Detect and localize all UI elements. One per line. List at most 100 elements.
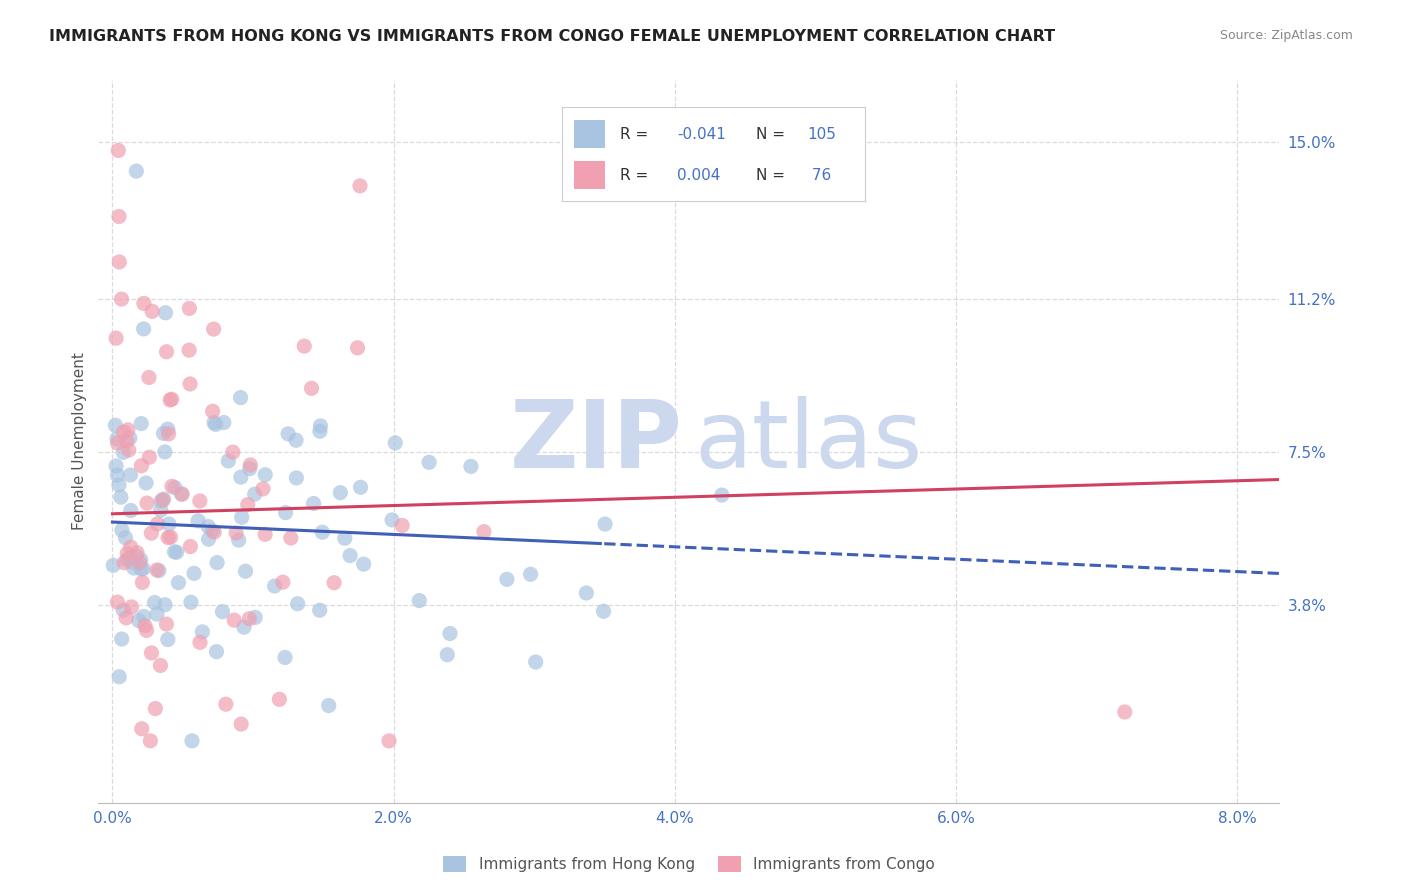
- Point: [205, 645, 228, 659]
- Point: [117, 423, 139, 437]
- Point: [159, 530, 181, 544]
- Point: [238, 612, 260, 626]
- Point: [167, 575, 190, 590]
- Point: [318, 698, 340, 713]
- Point: [105, 468, 128, 483]
- Point: [112, 556, 135, 570]
- Point: [274, 650, 297, 665]
- Point: [349, 480, 371, 494]
- Point: [187, 514, 209, 528]
- Point: [593, 517, 616, 532]
- Point: [308, 603, 330, 617]
- Point: [143, 596, 166, 610]
- Point: [179, 540, 201, 554]
- Point: [155, 306, 177, 320]
- Point: [460, 459, 482, 474]
- Point: [229, 391, 252, 405]
- Point: [139, 734, 162, 748]
- Point: [141, 526, 163, 541]
- Point: [339, 549, 361, 563]
- Point: [292, 339, 315, 353]
- Point: [231, 510, 253, 524]
- Text: 105: 105: [807, 127, 837, 142]
- Point: [285, 471, 308, 485]
- Point: [202, 322, 225, 336]
- Text: 0.004: 0.004: [678, 168, 721, 183]
- Point: [349, 178, 371, 193]
- Point: [146, 563, 169, 577]
- Point: [384, 436, 406, 450]
- Point: [131, 575, 153, 590]
- Point: [181, 734, 204, 748]
- Point: [103, 558, 125, 573]
- Point: [202, 524, 225, 539]
- Point: [107, 144, 129, 158]
- Point: [166, 545, 188, 559]
- Text: Source: ZipAtlas.com: Source: ZipAtlas.com: [1219, 29, 1353, 42]
- Text: 76: 76: [807, 168, 831, 183]
- Point: [112, 603, 135, 617]
- Point: [122, 556, 145, 570]
- Point: [110, 490, 132, 504]
- Point: [105, 432, 128, 446]
- Text: N =: N =: [756, 127, 790, 142]
- Point: [105, 458, 128, 473]
- Point: [378, 734, 401, 748]
- Point: [188, 494, 211, 508]
- Legend: Immigrants from Hong Kong, Immigrants from Congo: Immigrants from Hong Kong, Immigrants fr…: [437, 850, 941, 879]
- Point: [269, 692, 291, 706]
- Point: [128, 614, 150, 628]
- Point: [120, 467, 142, 482]
- Point: [112, 425, 135, 439]
- Point: [201, 404, 224, 418]
- Point: [117, 551, 139, 566]
- Point: [353, 557, 375, 571]
- Text: R =: R =: [620, 168, 652, 183]
- Point: [156, 632, 179, 647]
- Point: [157, 531, 180, 545]
- Point: [280, 531, 302, 545]
- Point: [212, 416, 235, 430]
- Point: [301, 381, 323, 395]
- Point: [204, 417, 226, 432]
- Point: [122, 561, 145, 575]
- Point: [285, 434, 308, 448]
- Point: [156, 422, 179, 436]
- Point: [125, 546, 148, 560]
- Point: [160, 479, 183, 493]
- Point: [222, 445, 245, 459]
- Point: [439, 626, 461, 640]
- Point: [263, 579, 285, 593]
- Point: [157, 426, 180, 441]
- Point: [381, 513, 404, 527]
- Point: [191, 624, 214, 639]
- Text: atlas: atlas: [695, 395, 924, 488]
- Point: [104, 418, 127, 433]
- Point: [170, 487, 193, 501]
- Point: [346, 341, 368, 355]
- Point: [128, 556, 150, 570]
- Point: [108, 670, 131, 684]
- Point: [146, 516, 169, 531]
- Point: [138, 370, 160, 384]
- Point: [155, 617, 177, 632]
- Point: [524, 655, 547, 669]
- Point: [436, 648, 458, 662]
- Point: [329, 485, 352, 500]
- Point: [205, 556, 228, 570]
- Point: [215, 697, 238, 711]
- Point: [114, 531, 136, 545]
- Point: [115, 434, 138, 448]
- Point: [108, 478, 131, 492]
- Point: [160, 392, 183, 407]
- Point: [179, 343, 201, 358]
- Point: [1114, 705, 1136, 719]
- Point: [229, 717, 252, 731]
- Point: [302, 496, 325, 510]
- Point: [132, 562, 155, 576]
- Point: [408, 593, 430, 607]
- Point: [274, 506, 297, 520]
- Point: [243, 487, 266, 501]
- Point: [323, 575, 346, 590]
- Point: [254, 467, 277, 482]
